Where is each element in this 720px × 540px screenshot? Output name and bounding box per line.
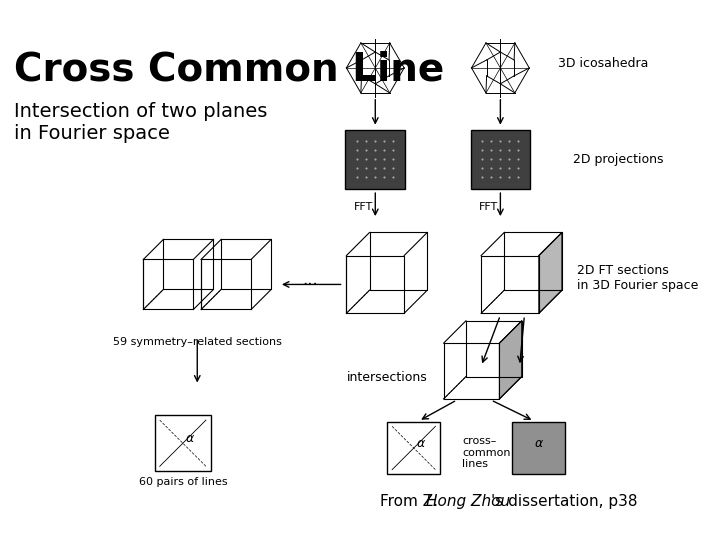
- FancyBboxPatch shape: [471, 130, 530, 189]
- Text: 2D projections: 2D projections: [572, 153, 663, 166]
- FancyBboxPatch shape: [346, 130, 405, 189]
- FancyBboxPatch shape: [155, 415, 211, 471]
- Text: $\alpha$: $\alpha$: [186, 432, 196, 445]
- Text: Hong Zhou: Hong Zhou: [426, 494, 510, 509]
- Text: intersections: intersections: [346, 372, 427, 384]
- Text: 3D icosahedra: 3D icosahedra: [558, 57, 649, 70]
- Text: cross–
common
lines: cross– common lines: [462, 436, 510, 469]
- Polygon shape: [500, 321, 522, 399]
- Text: Cross Common Line: Cross Common Line: [14, 51, 445, 89]
- Text: $\alpha$: $\alpha$: [416, 437, 426, 450]
- FancyBboxPatch shape: [513, 422, 565, 475]
- Text: FFT: FFT: [480, 202, 498, 212]
- Text: 's dissertation, p38: 's dissertation, p38: [491, 494, 637, 509]
- Text: 59 symmetry–related sections: 59 symmetry–related sections: [113, 338, 282, 347]
- Text: 60 pairs of lines: 60 pairs of lines: [138, 477, 227, 487]
- FancyBboxPatch shape: [387, 422, 440, 475]
- Text: From Z.: From Z.: [380, 494, 443, 509]
- Text: Intersection of two planes
in Fourier space: Intersection of two planes in Fourier sp…: [14, 102, 268, 143]
- Text: ...: ...: [302, 271, 318, 288]
- Polygon shape: [539, 233, 562, 313]
- Text: 2D FT sections
in 3D Fourier space: 2D FT sections in 3D Fourier space: [577, 264, 698, 292]
- Text: FFT: FFT: [354, 202, 374, 212]
- Text: $\alpha$: $\alpha$: [534, 437, 544, 450]
